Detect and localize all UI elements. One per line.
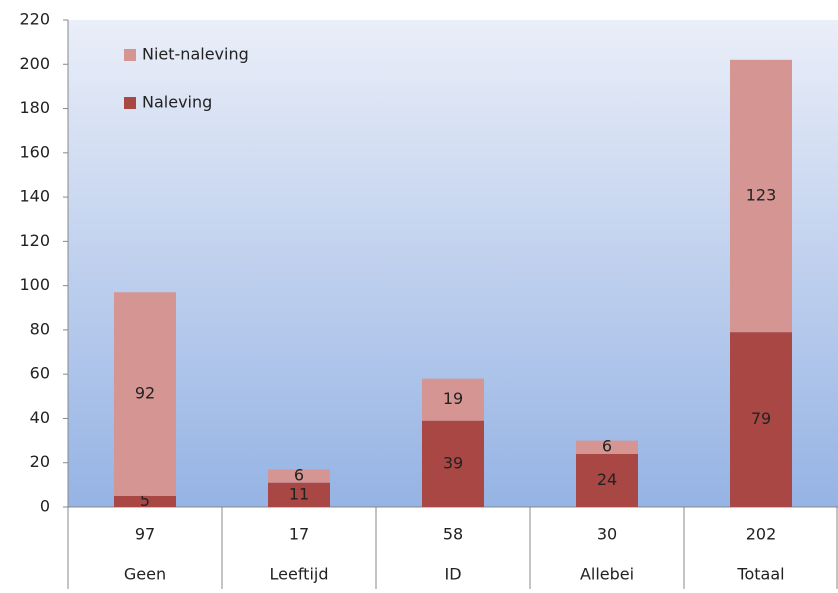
x-tick-label: ID bbox=[444, 565, 461, 584]
data-label: 24 bbox=[597, 470, 617, 489]
legend-label: Naleving bbox=[142, 93, 212, 112]
bar-segment bbox=[268, 482, 330, 507]
y-tick-label: 160 bbox=[19, 142, 50, 161]
bar-segment bbox=[576, 453, 638, 507]
bar-segment bbox=[730, 59, 792, 333]
x-tick-label: Geen bbox=[124, 565, 166, 584]
bar-segment bbox=[114, 495, 176, 507]
total-label: 97 bbox=[135, 525, 155, 544]
data-label: 6 bbox=[602, 437, 612, 456]
y-tick-label: 200 bbox=[19, 54, 50, 73]
total-label: 202 bbox=[746, 525, 777, 544]
bar-segment bbox=[576, 440, 638, 454]
x-tick-label: Leeftijd bbox=[270, 565, 329, 584]
data-label: 6 bbox=[294, 466, 304, 485]
data-label: 79 bbox=[751, 409, 771, 428]
bar-segment bbox=[422, 420, 484, 507]
legend-label: Niet-naleving bbox=[142, 45, 249, 64]
data-label: 19 bbox=[443, 389, 463, 408]
total-label: 58 bbox=[443, 525, 463, 544]
legend-swatch bbox=[124, 97, 136, 109]
x-tick-label: Allebei bbox=[580, 565, 634, 584]
y-tick-label: 180 bbox=[19, 98, 50, 117]
data-label: 5 bbox=[140, 491, 150, 510]
legend-swatch bbox=[124, 49, 136, 61]
y-tick-label: 80 bbox=[30, 319, 50, 338]
bar-segment bbox=[268, 469, 330, 483]
data-label: 92 bbox=[135, 384, 155, 403]
data-label: 123 bbox=[746, 185, 777, 204]
y-tick-label: 20 bbox=[30, 452, 50, 471]
y-tick-label: 220 bbox=[19, 10, 50, 29]
y-tick-label: 100 bbox=[19, 275, 50, 294]
y-tick-label: 140 bbox=[19, 187, 50, 206]
bar-segment bbox=[730, 332, 792, 507]
total-label: 17 bbox=[289, 525, 309, 544]
y-tick-label: 120 bbox=[19, 231, 50, 250]
data-label: 11 bbox=[289, 484, 309, 503]
y-tick-label: 0 bbox=[40, 497, 50, 516]
total-label: 30 bbox=[597, 525, 617, 544]
bar-segment bbox=[114, 292, 176, 496]
x-tick-label: Totaal bbox=[736, 565, 784, 584]
data-label: 39 bbox=[443, 453, 463, 472]
y-tick-label: 60 bbox=[30, 364, 50, 383]
y-tick-label: 40 bbox=[30, 408, 50, 427]
bar-segment bbox=[422, 378, 484, 421]
